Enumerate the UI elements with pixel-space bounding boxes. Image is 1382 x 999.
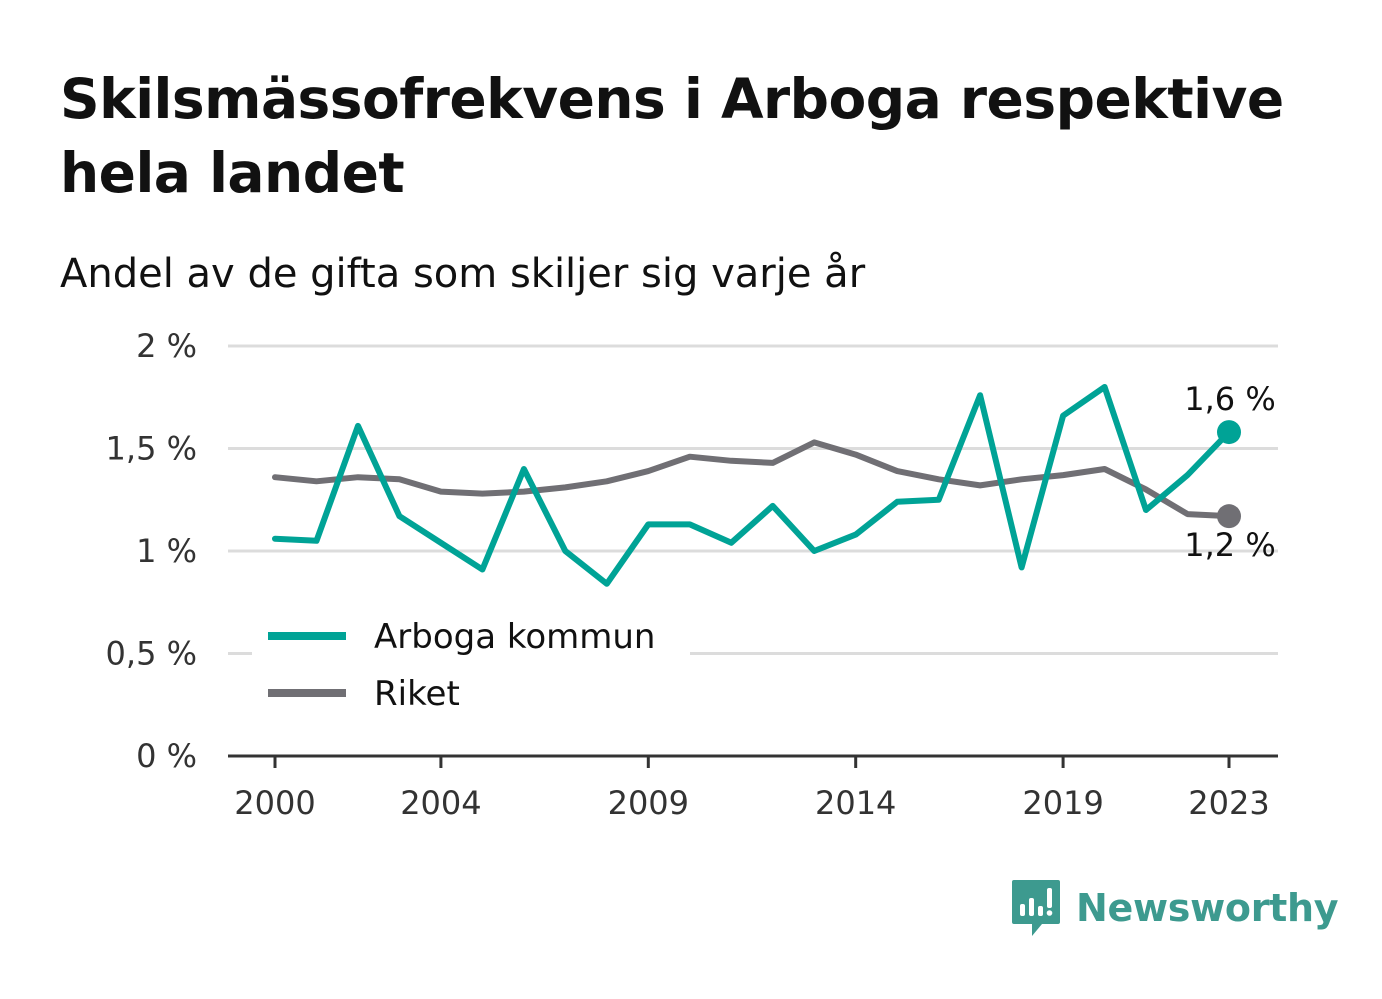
- legend-background: [252, 604, 690, 656]
- y-tick-label: 0 %: [136, 737, 197, 775]
- legend-label-riket: Riket: [374, 674, 460, 714]
- grid-lines: 0 % 0,5 % 1 % 1,5 % 2 %: [106, 327, 1278, 775]
- end-label-arboga: 1,6 %: [1184, 380, 1275, 418]
- legend-label-arboga: Arboga kommun: [374, 617, 655, 657]
- x-tick-label: 2000: [234, 784, 315, 822]
- series-line-riket: [272, 439, 1232, 520]
- legend: Arboga kommun Riket: [252, 604, 690, 714]
- end-label-riket: 1,2 %: [1184, 526, 1275, 564]
- y-tick-label: 2 %: [136, 327, 197, 365]
- series-line-arboga: [272, 384, 1232, 587]
- end-labels: 1,6 % 1,2 %: [1184, 380, 1275, 564]
- newsworthy-logo-icon: [1012, 880, 1060, 936]
- end-point-riket: [1217, 504, 1241, 529]
- brand-logo: Newsworthy: [1010, 878, 1339, 938]
- x-tick-label: 2004: [400, 784, 481, 822]
- x-tick-label: 2023: [1188, 784, 1269, 822]
- end-point-arboga: [1217, 420, 1241, 445]
- brand-name: Newsworthy: [1076, 886, 1339, 930]
- y-tick-label: 0,5 %: [106, 635, 197, 673]
- x-tick-label: 2014: [815, 784, 896, 822]
- chart-subtitle: Andel av de gifta som skiljer sig varje …: [60, 251, 866, 297]
- x-tick-label: 2009: [608, 784, 689, 822]
- x-axis: 2000 2004 2009 2014 2019 2023: [228, 754, 1278, 822]
- y-tick-label: 1,5 %: [106, 430, 197, 468]
- y-tick-label: 1 %: [136, 532, 197, 570]
- series-lines: [272, 384, 1241, 587]
- x-tick-label: 2019: [1022, 784, 1103, 822]
- chart-title: Skilsmässofrekvens i Arboga respektive h…: [60, 67, 1284, 205]
